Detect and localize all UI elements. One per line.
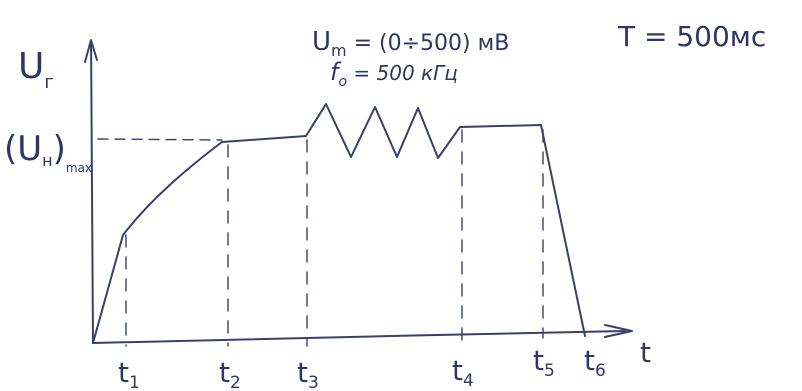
tick-t4: t4 bbox=[452, 354, 474, 391]
f0-value: = 500 кГц bbox=[347, 61, 458, 85]
um-value: = (0÷500) мВ bbox=[347, 31, 510, 56]
period-label: T = 500мс bbox=[617, 20, 766, 53]
y-axis bbox=[90, 41, 94, 344]
frequency-formula: fo = 500 кГц bbox=[330, 58, 458, 90]
tick-t3: t3 bbox=[297, 356, 319, 391]
y-axis-arrow bbox=[84, 39, 98, 63]
tick-labels: t1 t2 t3 t4 t5 t6 bbox=[118, 344, 606, 391]
tick-t5: t5 bbox=[533, 344, 555, 381]
tick-t6: t6 bbox=[584, 344, 606, 381]
x-axis bbox=[92, 330, 626, 344]
signal-waveform bbox=[92, 103, 586, 344]
tick-t1: t1 bbox=[118, 356, 140, 391]
max-level-dashed-line bbox=[97, 138, 223, 141]
y-level-label: (Uн)max bbox=[4, 129, 92, 175]
um-label: U bbox=[312, 27, 331, 57]
tick-t2: t2 bbox=[219, 356, 241, 391]
y-axis-label: Uг bbox=[18, 46, 54, 93]
amplitude-formula: Um = (0÷500) мВ bbox=[312, 27, 509, 60]
x-axis-label: t bbox=[640, 336, 651, 369]
x-axis-arrow bbox=[604, 324, 633, 338]
um-sub: m bbox=[331, 41, 347, 60]
f0-sub: o bbox=[338, 74, 347, 90]
